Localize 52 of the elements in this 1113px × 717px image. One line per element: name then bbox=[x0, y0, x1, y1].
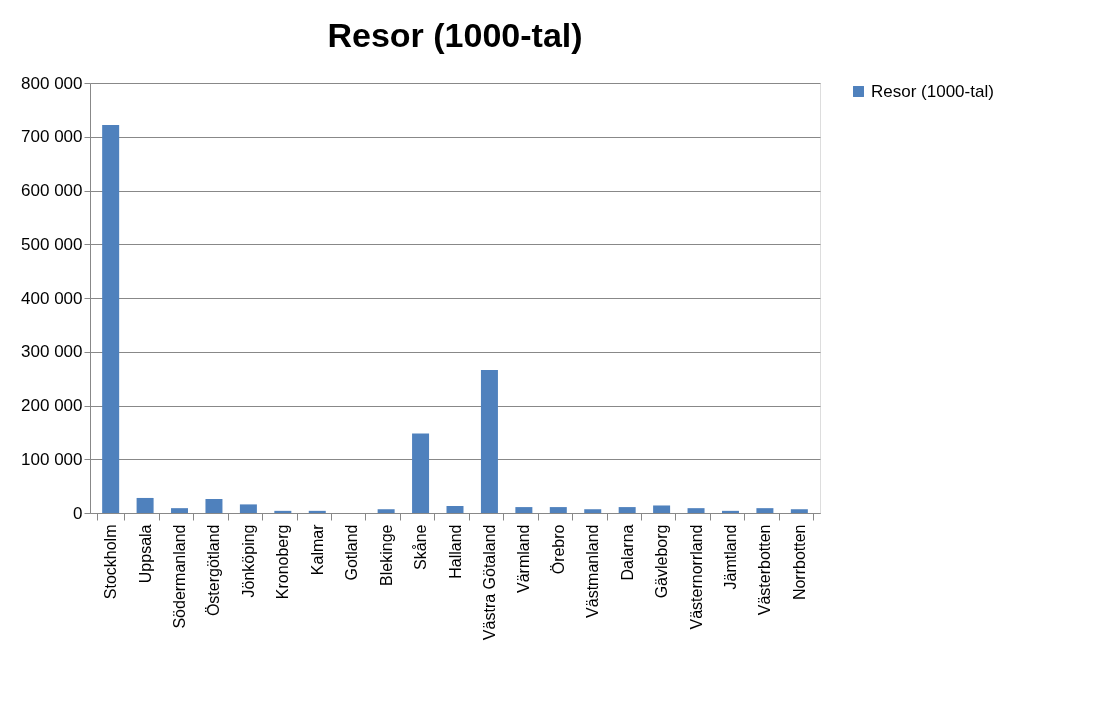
x-tick-label: Norrbotten bbox=[790, 524, 808, 601]
x-tick-label: Dalarna bbox=[618, 524, 636, 581]
bar bbox=[480, 370, 498, 513]
y-tick-label: 400 000 bbox=[21, 288, 83, 308]
y-tick-label: 500 000 bbox=[21, 234, 83, 254]
y-tick-label: 700 000 bbox=[21, 127, 83, 147]
x-tick-label: Stockholm bbox=[102, 524, 120, 600]
bar bbox=[136, 497, 154, 513]
x-tick-label: Kalmar bbox=[308, 523, 326, 576]
x-tick-label: Gotland bbox=[343, 524, 361, 581]
y-tick-label: 800 000 bbox=[21, 73, 83, 93]
x-tick-label: Södermanland bbox=[171, 524, 189, 629]
bar bbox=[549, 507, 567, 513]
bar bbox=[756, 508, 774, 513]
y-tick-label: 600 000 bbox=[21, 181, 83, 200]
bar bbox=[274, 510, 292, 513]
x-tick-label: Skåne bbox=[412, 524, 430, 570]
x-tick-label: Örebro bbox=[549, 524, 567, 575]
x-tick-label: Blekinge bbox=[377, 524, 395, 586]
x-tick-label: Gävleborg bbox=[653, 524, 671, 599]
bar bbox=[102, 124, 120, 513]
x-tick-label: Västerbotten bbox=[756, 524, 774, 616]
y-tick-label: 300 000 bbox=[21, 342, 83, 362]
x-tick-label: Västernorrland bbox=[687, 524, 705, 630]
x-tick-label: Östergötland bbox=[205, 524, 223, 617]
x-tick-label: Värmland bbox=[515, 524, 533, 593]
bar bbox=[446, 506, 464, 513]
legend-label: Resor (1000-tal) bbox=[871, 81, 994, 101]
y-tick-label: 100 000 bbox=[21, 449, 83, 469]
bar bbox=[584, 509, 602, 513]
x-tick-label: Jönköping bbox=[239, 524, 257, 598]
x-tick-label: Västmanland bbox=[584, 524, 602, 618]
bar bbox=[721, 510, 739, 513]
y-tick-label: 200 000 bbox=[21, 396, 83, 415]
chart-title: Resor (1000-tal) bbox=[327, 16, 583, 54]
bar bbox=[308, 510, 326, 513]
bar bbox=[790, 509, 808, 513]
bar bbox=[377, 509, 395, 513]
bar bbox=[412, 433, 430, 513]
x-tick-label: Västra Götaland bbox=[480, 524, 498, 641]
x-tick-label: Kronoberg bbox=[274, 524, 292, 600]
bar bbox=[618, 507, 636, 513]
bar bbox=[239, 504, 257, 513]
bar bbox=[171, 508, 189, 513]
x-tick-label: Jämtland bbox=[721, 524, 739, 590]
y-tick-label: 0 bbox=[73, 503, 83, 523]
x-tick-label: Uppsala bbox=[136, 524, 154, 584]
x-tick-label: Halland bbox=[446, 524, 464, 579]
bar bbox=[653, 505, 671, 513]
bar bbox=[205, 499, 223, 513]
bar bbox=[515, 507, 533, 513]
bar bbox=[687, 508, 705, 513]
